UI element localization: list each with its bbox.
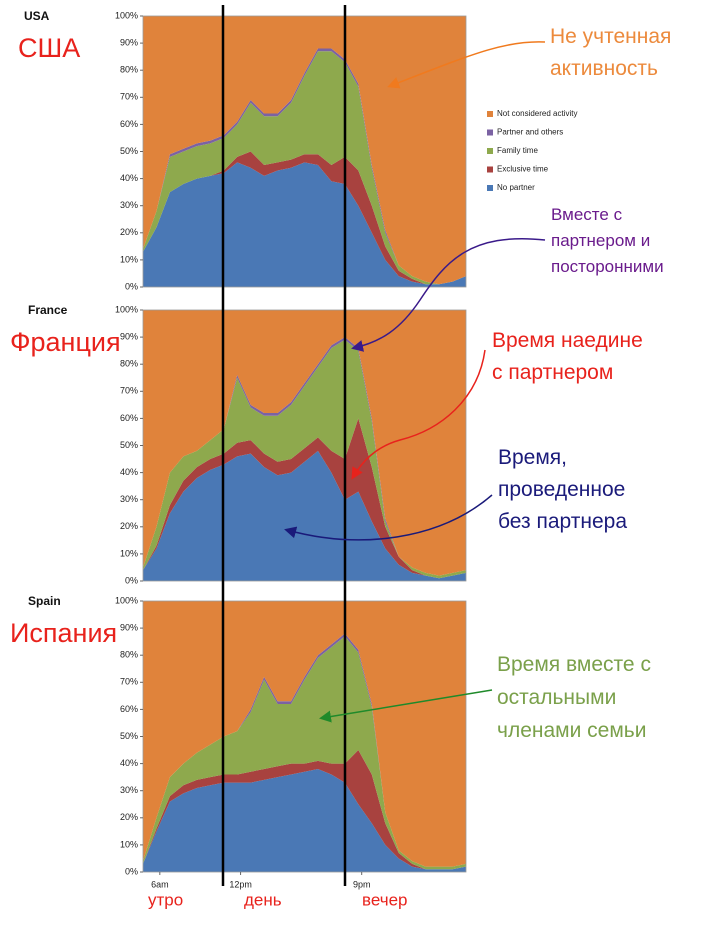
arrow <box>284 494 493 541</box>
annotation: Время вместе с остальными членами семьи <box>497 653 657 742</box>
y-tick-label: 50% <box>120 440 138 450</box>
annotation: Вместе с партнером и посторонними <box>551 205 664 276</box>
period-label: день <box>244 890 282 909</box>
chart: Spain Испания 0% 10% 20% 30% 40% 50% 60% 70% 80% 90… <box>10 594 467 889</box>
annotation: Время наедине с партнером <box>492 329 649 384</box>
y-tick-label: 0% <box>125 866 138 876</box>
arrow <box>351 349 486 480</box>
chart-title: USA <box>24 9 50 23</box>
y-tick-label: 50% <box>120 731 138 741</box>
chart-subtitle: Испания <box>10 618 117 648</box>
annotation-line: без партнера <box>498 510 627 533</box>
arrow <box>351 238 546 352</box>
y-tick-label: 90% <box>120 622 138 632</box>
y-tick-label: 40% <box>120 467 138 477</box>
annotation: Время, проведенное без партнера <box>498 446 631 533</box>
annotation-line: Не учтенная <box>550 25 671 48</box>
chart-title: Spain <box>28 594 61 608</box>
y-tick-label: 10% <box>120 254 138 264</box>
legend-swatch <box>487 111 493 117</box>
annotation-line: остальными <box>497 686 616 709</box>
area-series <box>143 636 466 870</box>
period-label: вечер <box>362 890 408 909</box>
annotation-line: активность <box>550 57 658 80</box>
annotation: Не учтенная активность <box>550 25 677 80</box>
y-tick-label: 0% <box>125 575 138 585</box>
y-tick-label: 10% <box>120 839 138 849</box>
annotation-line: членами семьи <box>497 719 646 742</box>
y-tick-label: 70% <box>120 677 138 687</box>
chart-title: France <box>28 303 68 317</box>
y-tick-label: 30% <box>120 785 138 795</box>
arrow <box>387 41 546 89</box>
period-label: утро <box>148 890 183 909</box>
y-tick-label: 100% <box>115 304 138 314</box>
x-tick-label: 12pm <box>229 879 252 889</box>
annotation-line: проведенное <box>498 478 625 501</box>
chart-subtitle: США <box>18 33 80 63</box>
y-tick-label: 60% <box>120 413 138 423</box>
chart: USA США 0% 10% 20% 30% 40% 50% 60% 70% 80% 90% 100% N… <box>18 9 577 291</box>
y-tick-label: 40% <box>120 758 138 768</box>
y-tick-label: 60% <box>120 119 138 129</box>
x-tick-label: 6am <box>151 879 169 889</box>
legend-label: Not considered activity <box>497 109 577 118</box>
charts: USA США 0% 10% 20% 30% 40% 50% 60% 70% 80% 90% 100% N… <box>10 9 577 889</box>
y-tick-label: 80% <box>120 65 138 75</box>
chart: France Франция 0% 10% 20% 30% 40% 50% 60% 70% 80% 9… <box>10 303 467 585</box>
y-tick-label: 90% <box>120 331 138 341</box>
legend-label: No partner <box>497 183 535 192</box>
y-tick-label: 0% <box>125 281 138 291</box>
annotation-line: посторонними <box>551 257 664 276</box>
annotation-line: партнером и <box>551 231 650 250</box>
area-series <box>143 337 466 576</box>
y-tick-label: 100% <box>115 10 138 20</box>
y-tick-label: 100% <box>115 595 138 605</box>
y-tick-label: 40% <box>120 173 138 183</box>
legend-swatch <box>487 166 493 173</box>
area-series <box>143 339 466 579</box>
area-series <box>143 151 466 285</box>
x-tick-label: 9pm <box>353 879 371 889</box>
legend-label: Exclusive time <box>497 165 549 174</box>
y-tick-label: 30% <box>120 200 138 210</box>
y-tick-label: 70% <box>120 92 138 102</box>
annotation-line: Время наедине <box>492 329 643 352</box>
y-tick-label: 20% <box>120 227 138 237</box>
y-tick-label: 50% <box>120 146 138 156</box>
annotation-line: с партнером <box>492 361 613 384</box>
y-tick-label: 80% <box>120 650 138 660</box>
y-tick-label: 80% <box>120 359 138 369</box>
arrow <box>319 689 493 723</box>
y-tick-label: 30% <box>120 494 138 504</box>
legend-swatch <box>487 185 493 191</box>
y-tick-label: 70% <box>120 386 138 396</box>
y-tick-label: 20% <box>120 812 138 822</box>
chart-subtitle: Франция <box>10 327 121 357</box>
legend-label: Partner and others <box>497 128 563 137</box>
annotation-line: Время, <box>498 446 567 469</box>
legend-swatch <box>487 148 493 154</box>
y-tick-label: 90% <box>120 37 138 47</box>
annotation-line: Вместе с <box>551 205 623 224</box>
legend-label: Family time <box>497 146 538 155</box>
y-tick-label: 10% <box>120 548 138 558</box>
y-tick-label: 60% <box>120 704 138 714</box>
area-series <box>143 51 466 285</box>
legend-swatch <box>487 129 493 136</box>
annotation-line: Время вместе с <box>497 653 651 676</box>
y-tick-label: 20% <box>120 521 138 531</box>
